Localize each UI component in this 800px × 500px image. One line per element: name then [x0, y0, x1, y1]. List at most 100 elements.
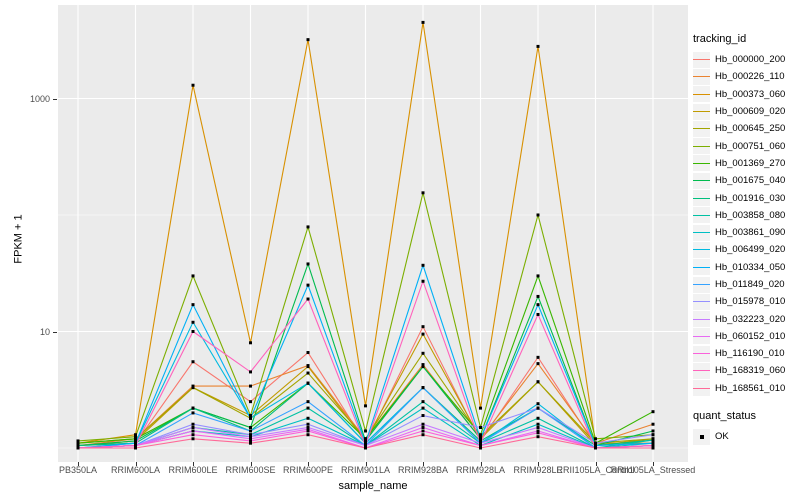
x-tick-mark [595, 462, 597, 466]
legend-key-line [693, 301, 710, 303]
data-point [306, 422, 310, 426]
legend-key-icon [693, 51, 710, 68]
x-tick-label: RRIM600PE [282, 465, 334, 475]
legend-key-icon [693, 138, 710, 155]
data-point [536, 44, 540, 48]
legend-title-quant-status: quant_status [693, 409, 756, 422]
data-point [651, 410, 655, 414]
legend-item-label: Hb_010334_050 [715, 261, 786, 273]
data-point [249, 437, 252, 441]
data-point [479, 437, 482, 441]
legend-item: Hb_116190_010 [693, 345, 799, 362]
data-point [306, 371, 310, 375]
data-point [651, 444, 655, 448]
x-tick-label: RRIM901LA [340, 465, 391, 475]
legend-item-label: Hb_116190_010 [715, 348, 785, 360]
data-point [479, 444, 482, 448]
legend-key-icon [693, 155, 710, 172]
data-point [594, 437, 597, 441]
data-point [536, 355, 540, 359]
legend-key-icon [693, 224, 710, 241]
data-point [536, 294, 540, 298]
data-point [134, 441, 137, 445]
data-point [249, 416, 252, 420]
data-point [594, 446, 597, 450]
data-point [421, 433, 425, 437]
legend-key-line [693, 145, 710, 147]
data-point [536, 312, 540, 316]
legend-item: Hb_060152_010 [693, 328, 799, 345]
legend-item-label: Hb_006499_020 [715, 244, 786, 256]
data-point [421, 363, 425, 367]
x-tick-label: PB350LA [58, 465, 98, 475]
data-point [249, 341, 252, 345]
data-point [594, 441, 597, 445]
data-point [421, 191, 425, 195]
legend-key-line [693, 197, 710, 199]
data-point [479, 433, 482, 437]
x-tick-mark [538, 462, 539, 466]
legend-key-icon [693, 190, 710, 207]
legend-key-line [693, 232, 710, 234]
legend-item: Hb_000645_250 [693, 120, 799, 137]
legend-key-line [693, 180, 710, 182]
legend-item: Hb_000373_060 [693, 86, 799, 103]
x-tick-label: RRII105LA_Control [556, 465, 635, 475]
y-tick-mark [53, 331, 57, 333]
data-point [651, 441, 655, 445]
data-point [76, 444, 80, 448]
legend-item-quant: OK [693, 428, 799, 445]
data-point [364, 446, 367, 450]
legend-item-label: Hb_001369_270 [715, 157, 786, 169]
legend-key-line [693, 266, 710, 268]
legend-key-icon [693, 362, 710, 379]
legend-key-icon [693, 293, 710, 310]
data-point [651, 422, 655, 426]
data-point [536, 435, 540, 439]
data-point [191, 83, 195, 87]
data-point [651, 433, 655, 437]
data-point [536, 431, 540, 435]
data-point [306, 406, 310, 410]
legend-key-line [693, 335, 710, 337]
data-point [191, 437, 195, 441]
data-point [76, 439, 80, 443]
x-tick-mark [308, 462, 309, 466]
data-point [191, 411, 195, 415]
data-point [249, 370, 252, 374]
legend-item-label: Hb_060152_010 [715, 330, 786, 342]
data-point [249, 414, 252, 418]
legend-item: Hb_000226_110 [693, 68, 799, 85]
legend-item: Hb_006499_020 [693, 241, 799, 258]
data-point [536, 402, 540, 406]
data-point [191, 422, 195, 426]
legend-item-label: Hb_001916_030 [715, 192, 786, 204]
data-point [306, 381, 310, 385]
legend-item: Hb_168561_010 [693, 380, 799, 397]
data-point [651, 429, 655, 433]
data-point [306, 429, 310, 433]
data-point [191, 386, 195, 390]
data-point [536, 416, 540, 420]
legend-key-line [693, 387, 710, 389]
legend-item-label: Hb_032223_020 [715, 313, 786, 325]
legend-tracking-items: Hb_000000_200 Hb_000226_110 Hb_000373_060 H… [693, 51, 799, 397]
legend-key-icon [693, 103, 710, 120]
legend-item: Hb_011849_020 [693, 276, 799, 293]
legend-item: Hb_000000_200 [693, 51, 799, 68]
data-point [479, 439, 482, 443]
y-axis-title: FPKM + 1 [12, 214, 25, 264]
legend-key-line [693, 76, 710, 78]
data-point [421, 332, 425, 336]
data-point [249, 433, 252, 437]
x-tick-mark [480, 462, 482, 466]
data-point [191, 274, 195, 278]
legend-key-line [693, 353, 710, 355]
data-point [76, 446, 80, 450]
legend-item-label: Hb_011849_020 [715, 279, 785, 290]
data-point [134, 444, 137, 448]
legend-key-icon [693, 86, 710, 103]
data-point [421, 422, 425, 426]
